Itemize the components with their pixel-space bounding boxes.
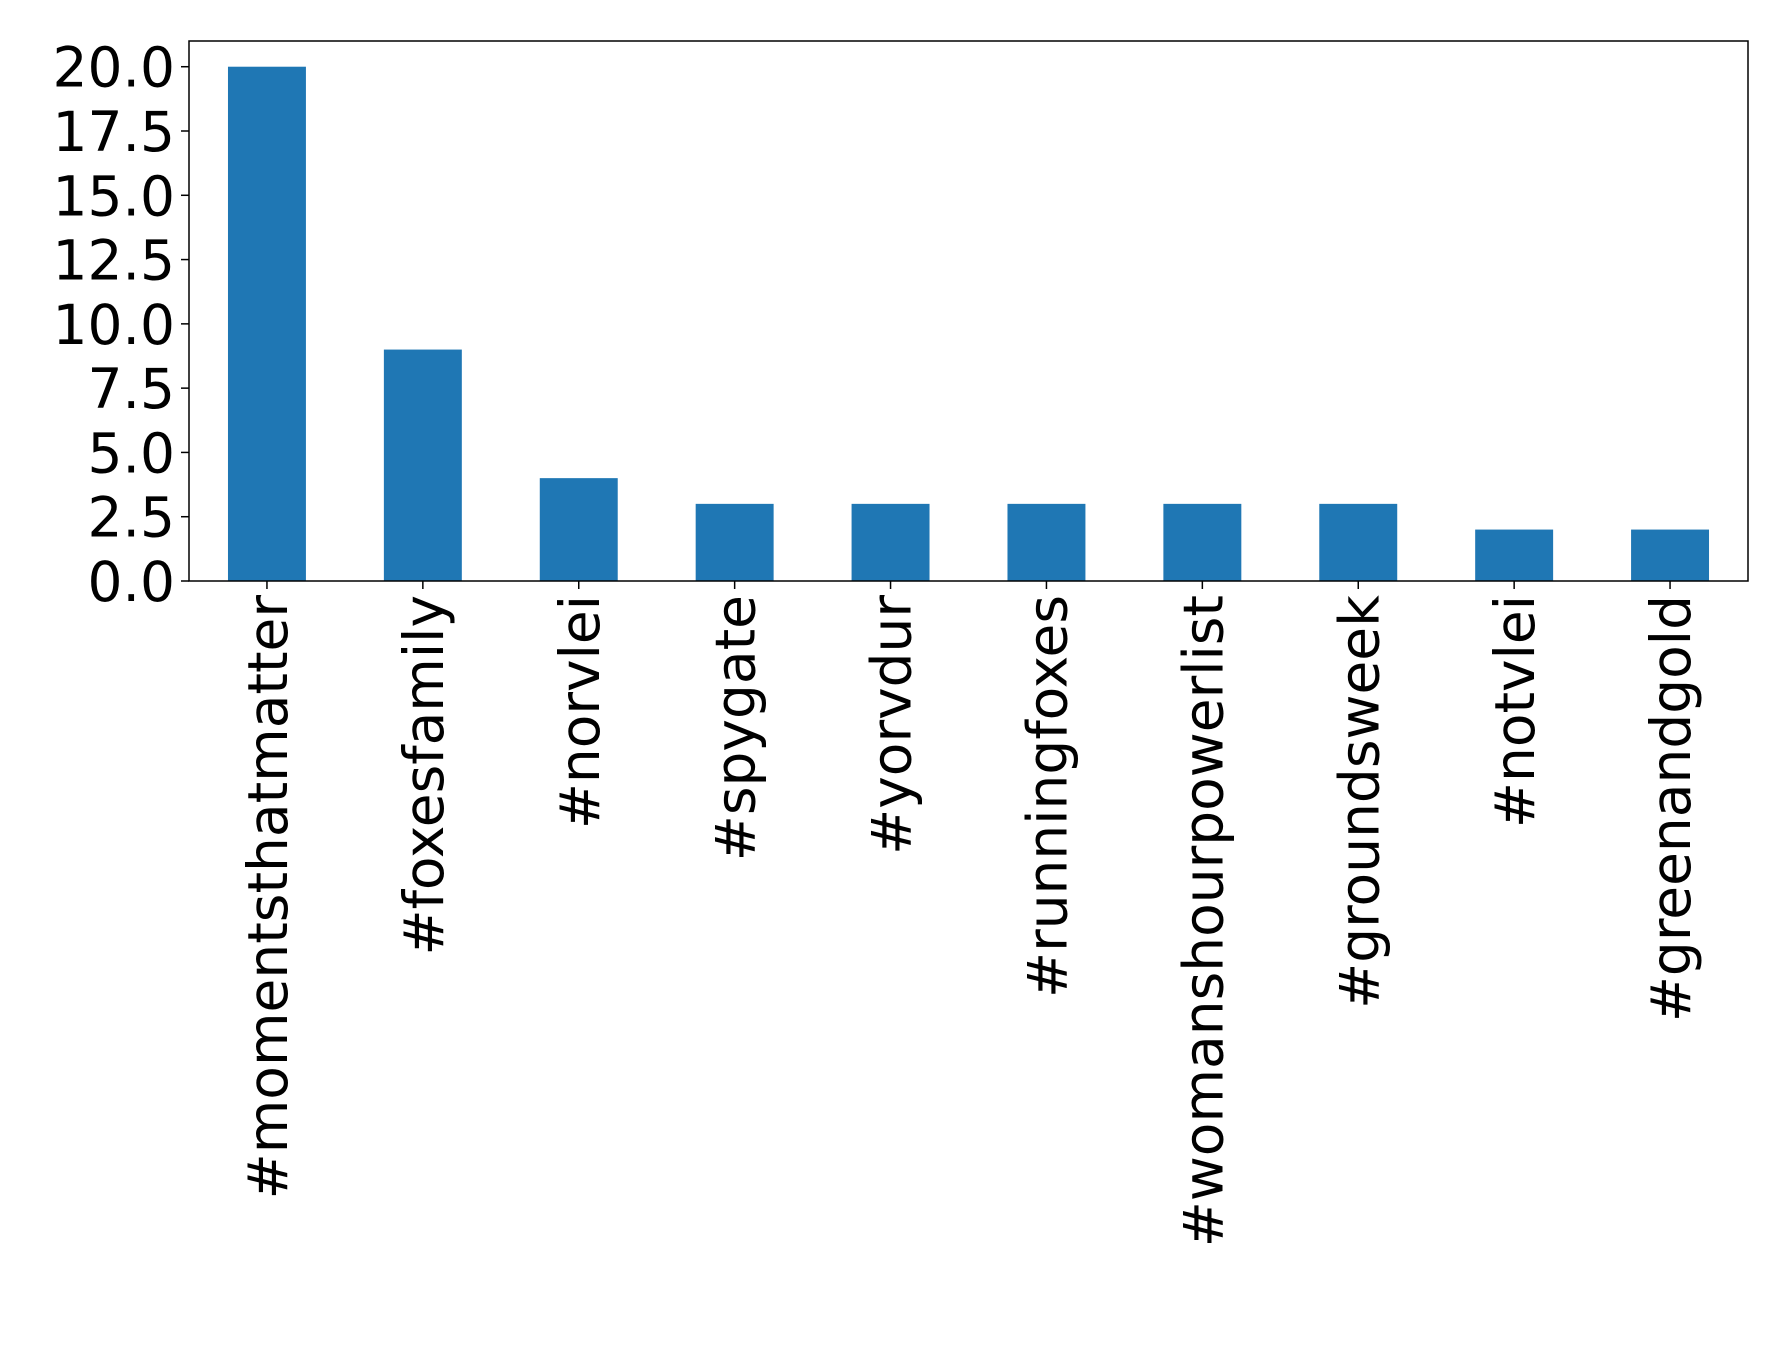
y-tick-label: 17.5 [53, 100, 175, 164]
y-tick-label: 5.0 [88, 421, 175, 485]
bar [1163, 503, 1242, 581]
y-tick-label: 20.0 [53, 36, 175, 100]
x-tick-label: #yorvdur [860, 595, 924, 855]
x-tick-label: #notvlei [1483, 595, 1547, 828]
x-tick-label: #momentsthatmatter [236, 595, 300, 1200]
y-tick-label: 2.5 [88, 486, 175, 550]
x-tick-label: #spygate [704, 595, 768, 861]
bar [383, 349, 462, 581]
y-tick-label: 10.0 [53, 293, 175, 357]
x-tick-label: #runningfoxes [1015, 595, 1079, 998]
bar [1475, 529, 1554, 581]
x-tick-label: #norvlei [548, 595, 612, 829]
y-tick-label: 12.5 [53, 229, 175, 293]
bar [539, 478, 618, 581]
y-tick-label: 0.0 [88, 550, 175, 614]
x-tick-label: #greenandgold [1639, 595, 1703, 1022]
x-tick-label: #foxesfamily [392, 595, 456, 956]
bar [695, 503, 774, 581]
bar [1007, 503, 1086, 581]
bar [227, 66, 306, 581]
bar [1319, 503, 1398, 581]
y-tick-label: 15.0 [53, 164, 175, 228]
bar [851, 503, 930, 581]
plot-frame [188, 40, 1749, 582]
x-tick-label: #womanshourpowerlist [1171, 595, 1235, 1247]
y-tick-label: 7.5 [88, 357, 175, 421]
x-tick-label: #groundsweek [1327, 595, 1391, 1009]
bar [1631, 529, 1710, 581]
